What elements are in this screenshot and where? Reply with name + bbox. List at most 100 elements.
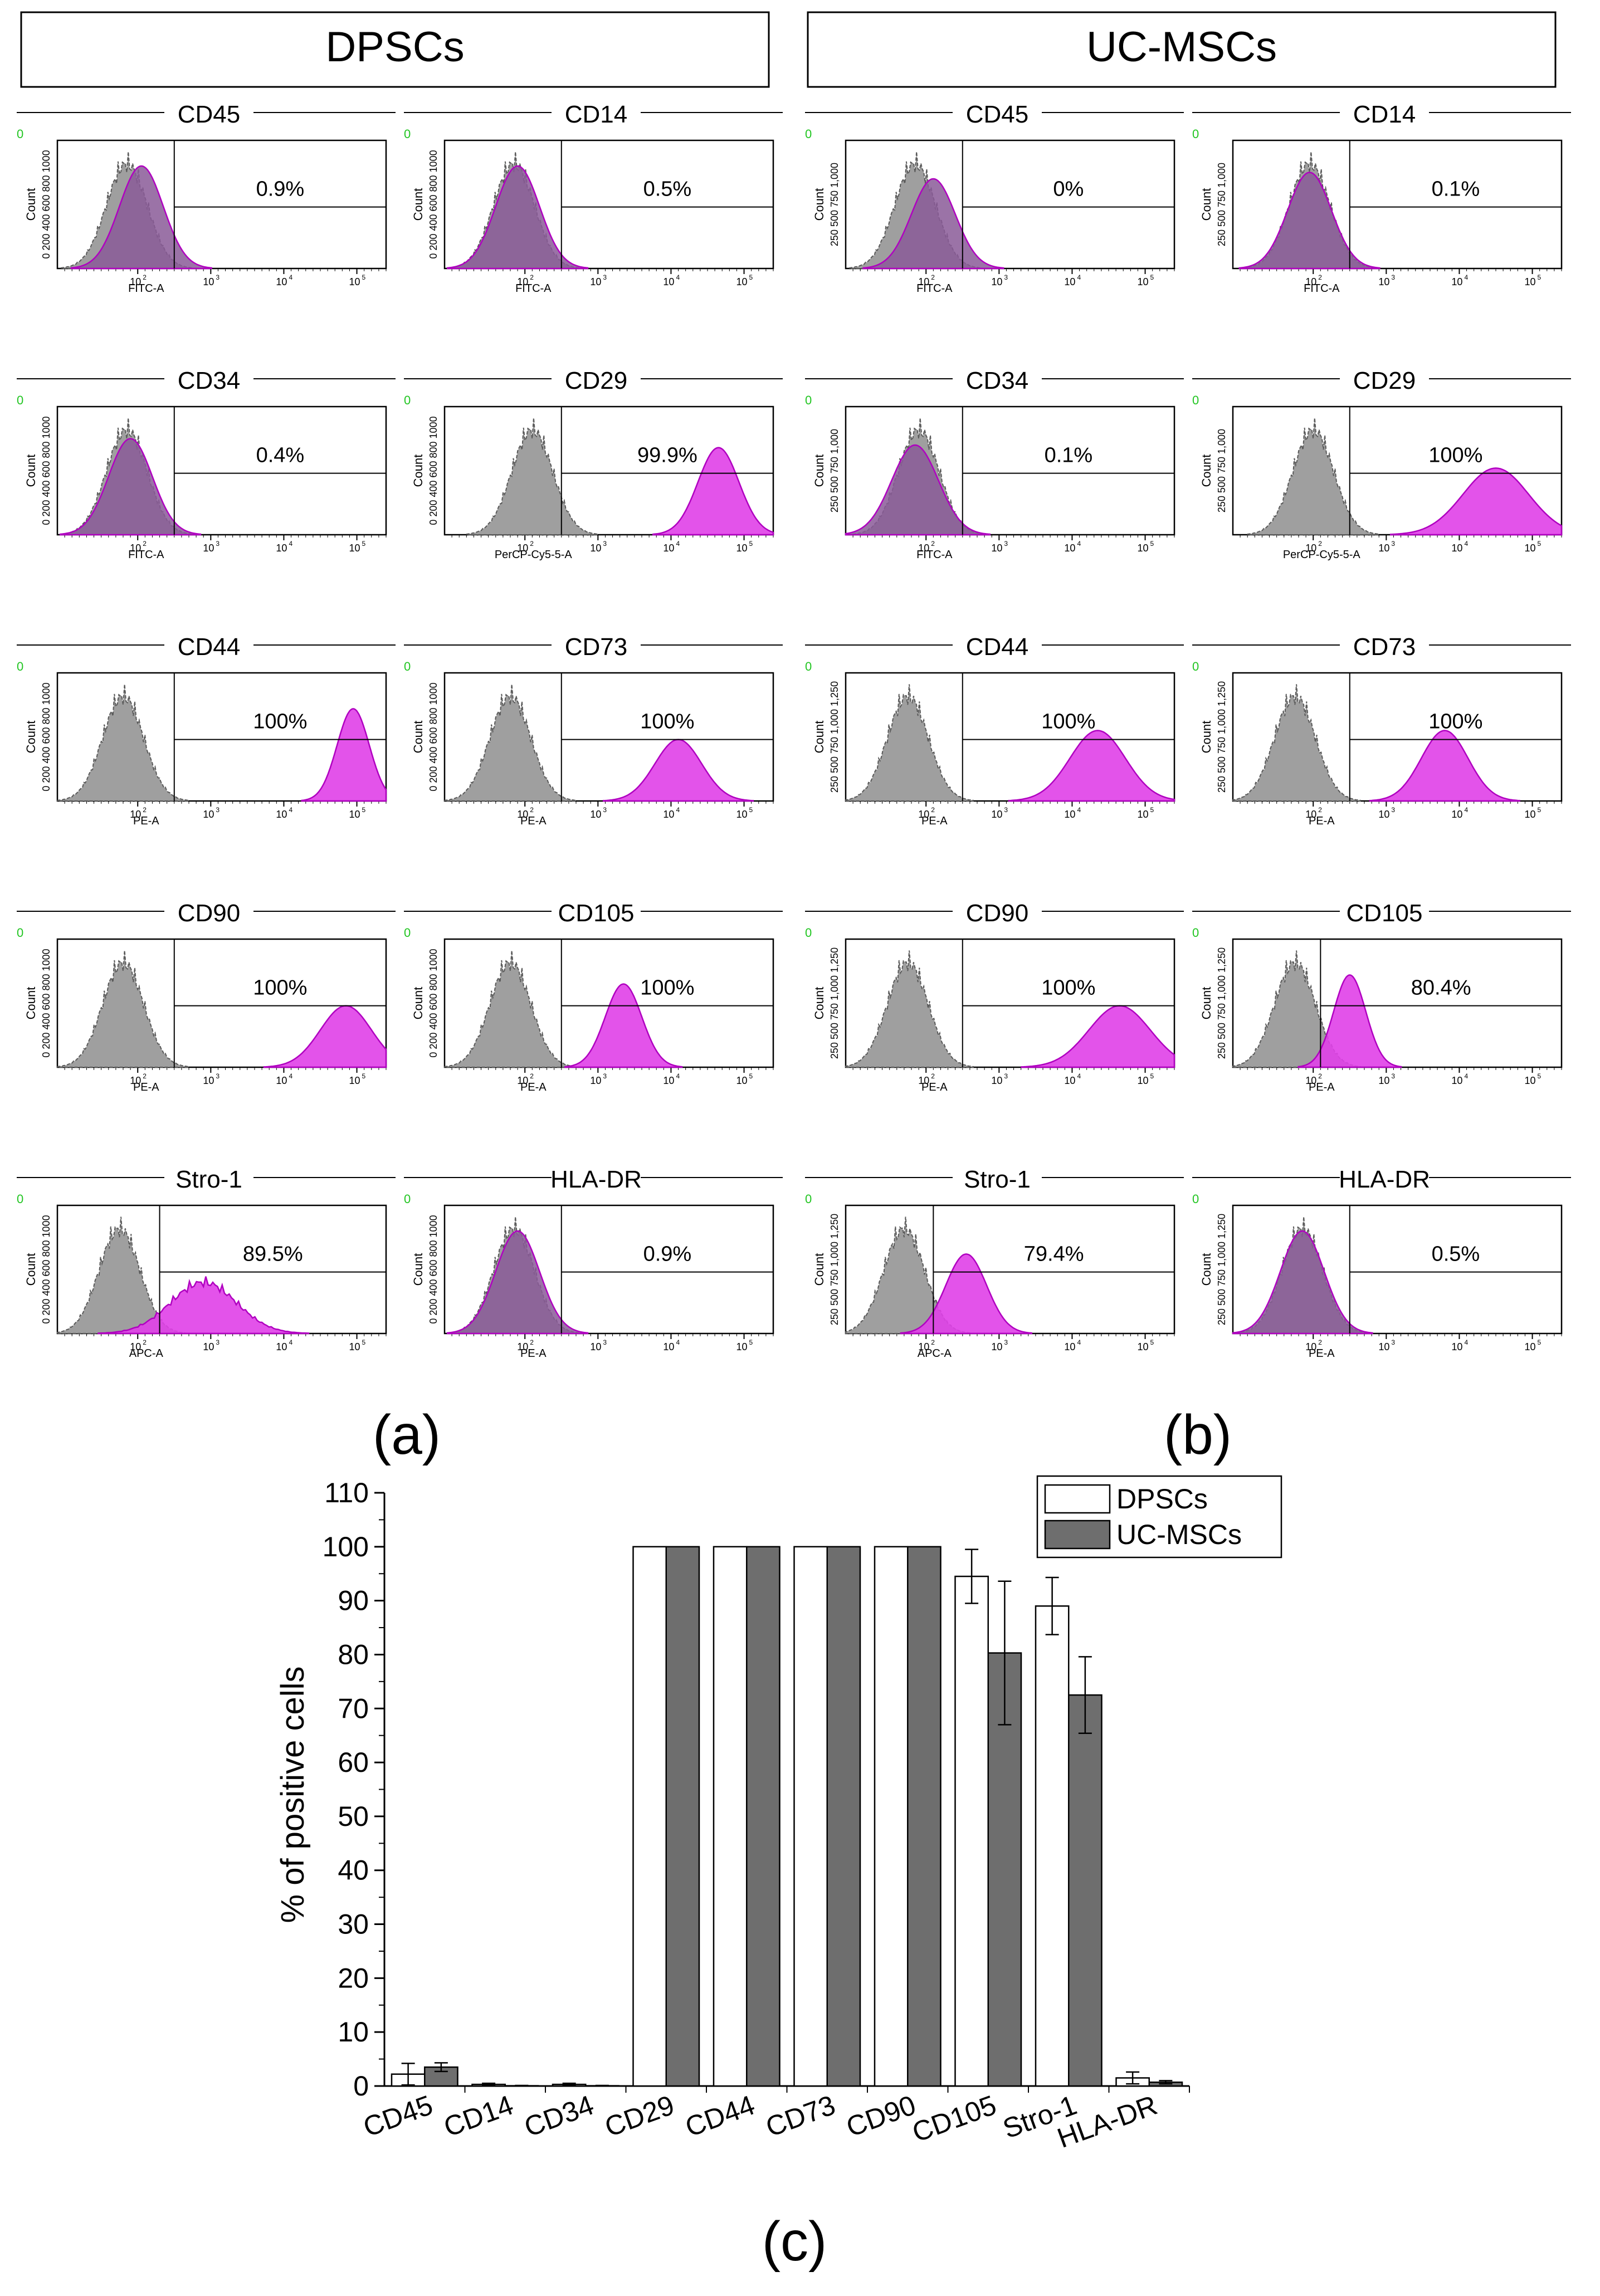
x-tick-label: 10	[1525, 1341, 1536, 1352]
corner-mark: 0	[805, 926, 812, 940]
x-tick-label: 10	[1451, 543, 1462, 554]
x-tick-exponent: 3	[1004, 540, 1008, 548]
bar-ucmsc-stro-1	[1068, 1694, 1103, 2087]
panel-b-title: UC-MSCs	[1086, 23, 1277, 71]
x-tick-exponent: 3	[603, 273, 607, 281]
x-tick-exponent: 2	[931, 540, 935, 548]
x-tick-label: 10	[1525, 1075, 1536, 1086]
x-tick-label-cd90: CD90	[842, 2089, 920, 2143]
x-tick-exponent: 3	[1004, 1338, 1008, 1346]
x-tick-label: 10	[1451, 276, 1462, 287]
corner-mark: 0	[1192, 393, 1199, 407]
x-axis-channel: PE-A	[1309, 815, 1335, 827]
x-tick-exponent: 4	[1464, 806, 1468, 814]
x-tick-label: 10	[590, 276, 601, 287]
panel-title-bg	[953, 633, 1042, 657]
panel-marker-title: CD44	[178, 633, 241, 661]
isotype-histogram	[845, 950, 974, 1068]
x-axis-channel: APC-A	[918, 1347, 952, 1360]
x-tick-exponent: 5	[749, 540, 753, 548]
panel-marker-title: Stro-1	[175, 1166, 242, 1193]
x-tick-label: 10	[1451, 1341, 1462, 1352]
x-tick-label: 10	[349, 1075, 360, 1086]
x-tick-exponent: 3	[1004, 1072, 1008, 1080]
panel-marker-title: CD45	[178, 101, 241, 128]
gate-percentage: 0.5%	[643, 178, 692, 201]
x-tick-exponent: 2	[530, 1072, 534, 1080]
y-axis-label: Count	[411, 721, 425, 754]
panel-marker-title: CD90	[966, 900, 1029, 927]
x-tick-exponent: 3	[603, 1338, 607, 1346]
x-tick-label: 10	[1138, 1341, 1149, 1352]
x-axis-channel: PE-A	[520, 1081, 547, 1093]
x-tick-label-cd14: CD14	[440, 2089, 517, 2143]
x-tick-exponent: 4	[289, 806, 292, 814]
x-tick-exponent: 3	[603, 540, 607, 548]
bar-marks	[391, 1546, 1183, 2087]
corner-mark: 0	[17, 393, 23, 407]
legend-swatch-ucmsc	[1044, 1520, 1111, 1550]
legend-label-dpsc: DPSCs	[1116, 1483, 1208, 1515]
panel-marker-title: CD34	[966, 367, 1029, 394]
panel-marker-title: CD14	[1353, 101, 1416, 128]
x-tick-label: 10	[1378, 809, 1389, 820]
isotype-histogram	[444, 684, 577, 802]
marker-histogram	[652, 447, 774, 536]
marker-histogram	[862, 178, 1004, 270]
x-axis-channel: PE-A	[520, 815, 547, 827]
x-tick-exponent: 5	[362, 1338, 366, 1346]
isotype-histogram	[845, 684, 974, 802]
y-axis-label: Count	[24, 188, 38, 221]
x-tick-exponent: 5	[362, 1072, 366, 1080]
x-axis-channel: APC-A	[129, 1347, 164, 1360]
gate-percentage: 100%	[253, 710, 307, 734]
legend-label-ucmsc: UC-MSCs	[1116, 1519, 1242, 1550]
x-tick-label: 10	[276, 809, 287, 820]
bar-dpsc-cd44	[713, 1546, 748, 2087]
x-tick-exponent: 3	[216, 273, 219, 281]
x-tick-label: 10	[517, 276, 528, 287]
x-tick-exponent: 4	[1077, 273, 1081, 281]
x-tick-label: 10	[1064, 809, 1075, 820]
isotype-histogram	[57, 950, 189, 1068]
x-tick-exponent: 4	[676, 806, 680, 814]
y-tick-labels: 0 200 400 600 800 1000	[428, 949, 439, 1057]
x-axis-channel: PE-A	[133, 815, 159, 827]
y-axis-label: Count	[24, 721, 38, 754]
x-tick-label: 10	[991, 543, 1002, 554]
x-tick-label: 10	[1305, 543, 1316, 554]
marker-histogram	[446, 165, 589, 270]
x-tick-label: 10	[991, 1341, 1002, 1352]
y-tick-labels: 0 200 400 600 800 1000	[428, 150, 439, 258]
isotype-histogram	[1247, 418, 1379, 535]
x-tick-label: 10	[663, 809, 674, 820]
y-tick-label: 0	[353, 2070, 369, 2102]
x-tick-label: 10	[517, 1075, 528, 1086]
x-tick-label: 10	[1378, 1341, 1389, 1352]
x-tick-exponent: 5	[1538, 1072, 1542, 1080]
y-tick-labels: 0 200 400 600 800 1000	[428, 1215, 439, 1323]
x-tick-exponent: 4	[1077, 540, 1081, 548]
y-tick-label: 80	[338, 1639, 369, 1670]
y-axis-label: Count	[1199, 455, 1213, 487]
x-tick-label: 10	[517, 1341, 528, 1352]
isotype-histogram	[444, 950, 577, 1068]
x-tick-exponent: 5	[362, 273, 366, 281]
x-tick-exponent: 4	[676, 1072, 680, 1080]
x-tick-exponent: 5	[1150, 273, 1154, 281]
x-tick-exponent: 4	[1077, 1338, 1081, 1346]
x-tick-label: 10	[663, 1075, 674, 1086]
y-tick-labels: 250 500 750 1,000 1,250	[1216, 681, 1227, 793]
y-axis-label: Count	[812, 987, 826, 1020]
panel-b-title-box	[807, 11, 1557, 88]
x-tick-label: 10	[663, 543, 674, 554]
marker-histogram	[1297, 974, 1402, 1068]
corner-mark: 0	[1192, 660, 1199, 673]
y-tick-label: 60	[338, 1747, 369, 1778]
x-axis-channel: FITC-A	[1304, 282, 1340, 295]
